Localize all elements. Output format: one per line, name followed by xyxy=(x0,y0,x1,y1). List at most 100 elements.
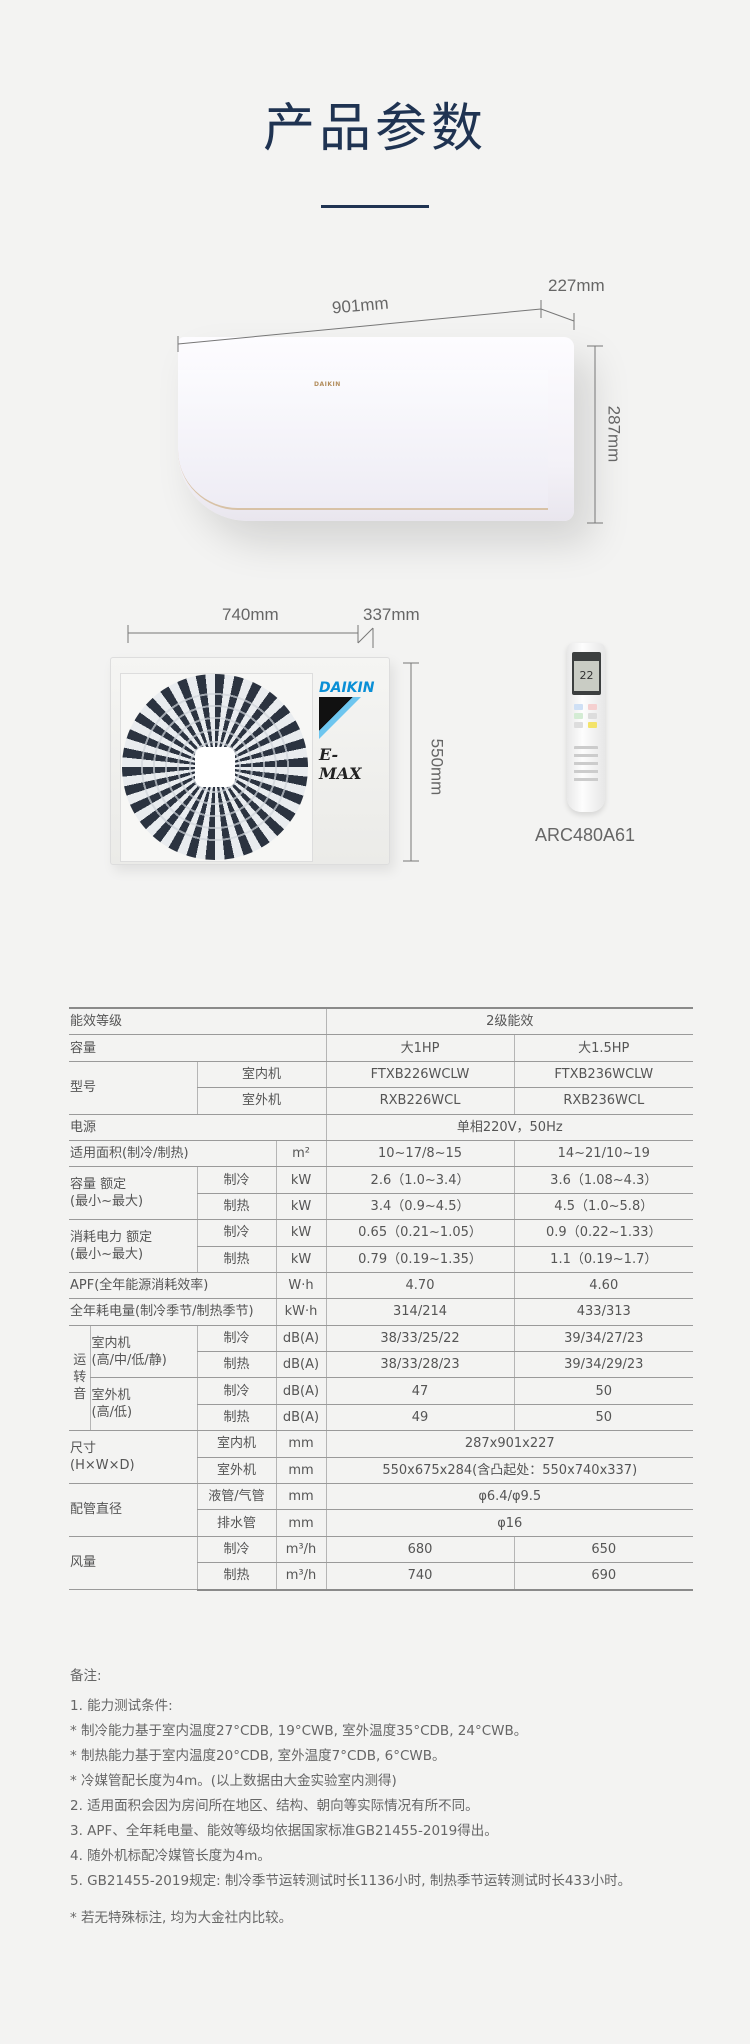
table-cell: 680 xyxy=(325,1535,515,1564)
table-row: 容量 大1HP 大1.5HP xyxy=(69,1034,694,1062)
table-cell: 314/214 xyxy=(325,1298,515,1326)
remote-button-grid xyxy=(574,746,598,786)
table-row-label: 全年耗电量(制冷季节/制热季节) xyxy=(69,1298,276,1326)
table-row: 制热 kW 3.4（0.9~4.5） 4.5（1.0~5.8） xyxy=(69,1192,694,1221)
table-row: 风量 制冷 m³/h 680 650 xyxy=(69,1535,694,1591)
table-cell: m³/h xyxy=(275,1562,327,1591)
table-cell: 制热 xyxy=(196,1403,276,1432)
table-row: 室外机 RXB226WCL RXB236WCL xyxy=(69,1087,694,1115)
note-item: 4. 随外机标配冷媒管长度为4m。 xyxy=(70,1848,271,1864)
table-cell: FTXB226WCLW xyxy=(325,1060,515,1089)
title-divider xyxy=(321,205,429,208)
table-cell: 14~21/10~19 xyxy=(513,1139,694,1168)
table-cell: 0.79（0.19~1.35） xyxy=(325,1245,515,1273)
table-cell: 制冷 xyxy=(196,1377,276,1405)
table-cell: kW·h xyxy=(275,1298,327,1326)
table-cell: 47 xyxy=(325,1377,515,1405)
table-cell: W·h xyxy=(275,1271,327,1300)
table-cell: 大1.5HP xyxy=(513,1034,694,1062)
table-row-label: 能效等级 xyxy=(69,1007,327,1036)
table-cell: kW xyxy=(275,1192,327,1221)
table-cell: 50 xyxy=(513,1403,694,1432)
table-cell: 433/313 xyxy=(513,1298,694,1326)
table-cell: 室外机 xyxy=(196,1456,276,1485)
table-cell: 制冷 xyxy=(196,1535,276,1564)
table-cell: RXB236WCL xyxy=(513,1087,694,1115)
table-row-label: 风量 xyxy=(69,1535,197,1591)
table-row: 容量 额定 (最小~最大) 制冷 kW 2.6（1.0~3.4） 3.6（1.08~4.… xyxy=(69,1166,694,1221)
table-cell: m³/h xyxy=(275,1535,327,1564)
table-cell: 0.9（0.22~1.33） xyxy=(513,1219,694,1247)
table-row: 能效等级 2级能效 xyxy=(69,1007,694,1036)
table-cell: 50 xyxy=(513,1377,694,1405)
daikin-logo: DAIKIN xyxy=(319,680,375,696)
table-row: 全年耗电量(制冷季节/制热季节) kW·h 314/214 433/313 xyxy=(69,1298,694,1326)
table-cell: 4.60 xyxy=(513,1271,694,1300)
table-cell: kW xyxy=(275,1245,327,1273)
table-cell: 38/33/25/22 xyxy=(325,1324,515,1353)
table-row: 尺寸 (H×W×D) 室内机 mm 287x901x227 xyxy=(69,1430,694,1485)
table-cell: φ6.4/φ9.5 xyxy=(325,1483,694,1511)
table-row-label: 容量 xyxy=(69,1034,327,1062)
table-cell: 2级能效 xyxy=(325,1007,694,1036)
table-cell: 2.6（1.0~3.4） xyxy=(325,1166,515,1194)
table-cell: dB(A) xyxy=(275,1403,327,1432)
table-row-label: 配管直径 xyxy=(69,1483,197,1537)
table-cell: kW xyxy=(275,1219,327,1247)
table-cell: 室外机 xyxy=(196,1087,327,1115)
table-cell: 39/34/27/23 xyxy=(513,1324,694,1353)
spec-table: 能效等级 2级能效 容量 大1HP 大1.5HP 型号 室内机 FTXB226WCLW FTXB… xyxy=(69,1007,694,1591)
note-item: 2. 适用面积会因为房间所在地区、结构、朝向等实际情况有所不同。 xyxy=(70,1798,479,1814)
table-cell: 制热 xyxy=(196,1245,276,1273)
table-cell: 制热 xyxy=(196,1351,276,1379)
table-row-label: 尺寸 (H×W×D) xyxy=(69,1430,197,1485)
table-row-label: 消耗电力 额定 (最小~最大) xyxy=(69,1219,197,1273)
remote-button xyxy=(574,713,583,719)
table-cell: 制热 xyxy=(196,1192,276,1221)
table-cell: 550x675x284(含凸起处：550x740x337) xyxy=(325,1456,694,1485)
table-cell: FTXB236WCLW xyxy=(513,1060,694,1089)
outdoor-width-label: 740mm xyxy=(222,605,279,624)
table-row: 消耗电力 额定 (最小~最大) 制冷 kW 0.65（0.21~1.05） 0.9（0.… xyxy=(69,1219,694,1273)
table-row: 配管直径 液管/气管 mm φ6.4/φ9.5 xyxy=(69,1483,694,1537)
table-cell: 室内机 xyxy=(196,1430,276,1458)
remote-button xyxy=(588,713,597,719)
table-cell: dB(A) xyxy=(275,1351,327,1379)
table-cell: 3.6（1.08~4.3） xyxy=(513,1166,694,1194)
table-cell: 液管/气管 xyxy=(196,1483,276,1511)
table-cell: 49 xyxy=(325,1403,515,1432)
note-item: 1. 能力测试条件: xyxy=(70,1698,173,1714)
table-cell: 740 xyxy=(325,1562,515,1591)
outdoor-dimension-lines xyxy=(127,625,419,862)
indoor-depth-label: 227mm xyxy=(548,276,605,295)
table-cell: m² xyxy=(275,1139,327,1168)
table-cell: 38/33/28/23 xyxy=(325,1351,515,1379)
table-cell: 4.70 xyxy=(325,1271,515,1300)
table-cell: 制冷 xyxy=(196,1324,276,1353)
table-cell: 排水管 xyxy=(196,1509,276,1537)
table-cell: dB(A) xyxy=(275,1377,327,1405)
table-row: 型号 室内机 FTXB226WCLW FTXB236WCLW xyxy=(69,1060,694,1115)
table-cell: mm xyxy=(275,1456,327,1485)
table-row: 运 转 音室内机 (高/中/低/静) 制冷 dB(A) 38/33/25/22 39/3… xyxy=(69,1324,694,1432)
table-cell: mm xyxy=(275,1483,327,1511)
table-row-label: 容量 额定 (最小~最大) xyxy=(69,1166,197,1221)
note-item: * 制热能力基于室内温度20°CDB, 室外温度7°CDB, 6°CWB。 xyxy=(70,1748,446,1764)
table-row-label: 运 转 音 xyxy=(69,1324,90,1432)
table-row-label: 室外机 (高/低) xyxy=(89,1377,197,1432)
note-item: * 制冷能力基于室内温度27°CDB, 19°CWB, 室外温度35°CDB, … xyxy=(70,1723,528,1739)
table-cell: 287x901x227 xyxy=(325,1430,694,1458)
indoor-logo: DAIKIN xyxy=(314,381,341,388)
table-cell: 大1HP xyxy=(325,1034,515,1062)
table-cell: 10~17/8~15 xyxy=(325,1139,515,1168)
table-cell: kW xyxy=(275,1166,327,1194)
table-cell: mm xyxy=(275,1509,327,1537)
note-item: 3. APF、全年耗电量、能效等级均依据国家标准GB21455-2019得出。 xyxy=(70,1823,498,1839)
notes-heading: 备注: xyxy=(70,1668,102,1684)
table-cell: 制冷 xyxy=(196,1166,276,1194)
indoor-dimension-lines xyxy=(177,300,603,524)
indoor-height-label: 287mm xyxy=(604,405,624,463)
fan-hub xyxy=(195,747,235,787)
remote-button xyxy=(574,722,583,728)
table-cell: dB(A) xyxy=(275,1324,327,1353)
